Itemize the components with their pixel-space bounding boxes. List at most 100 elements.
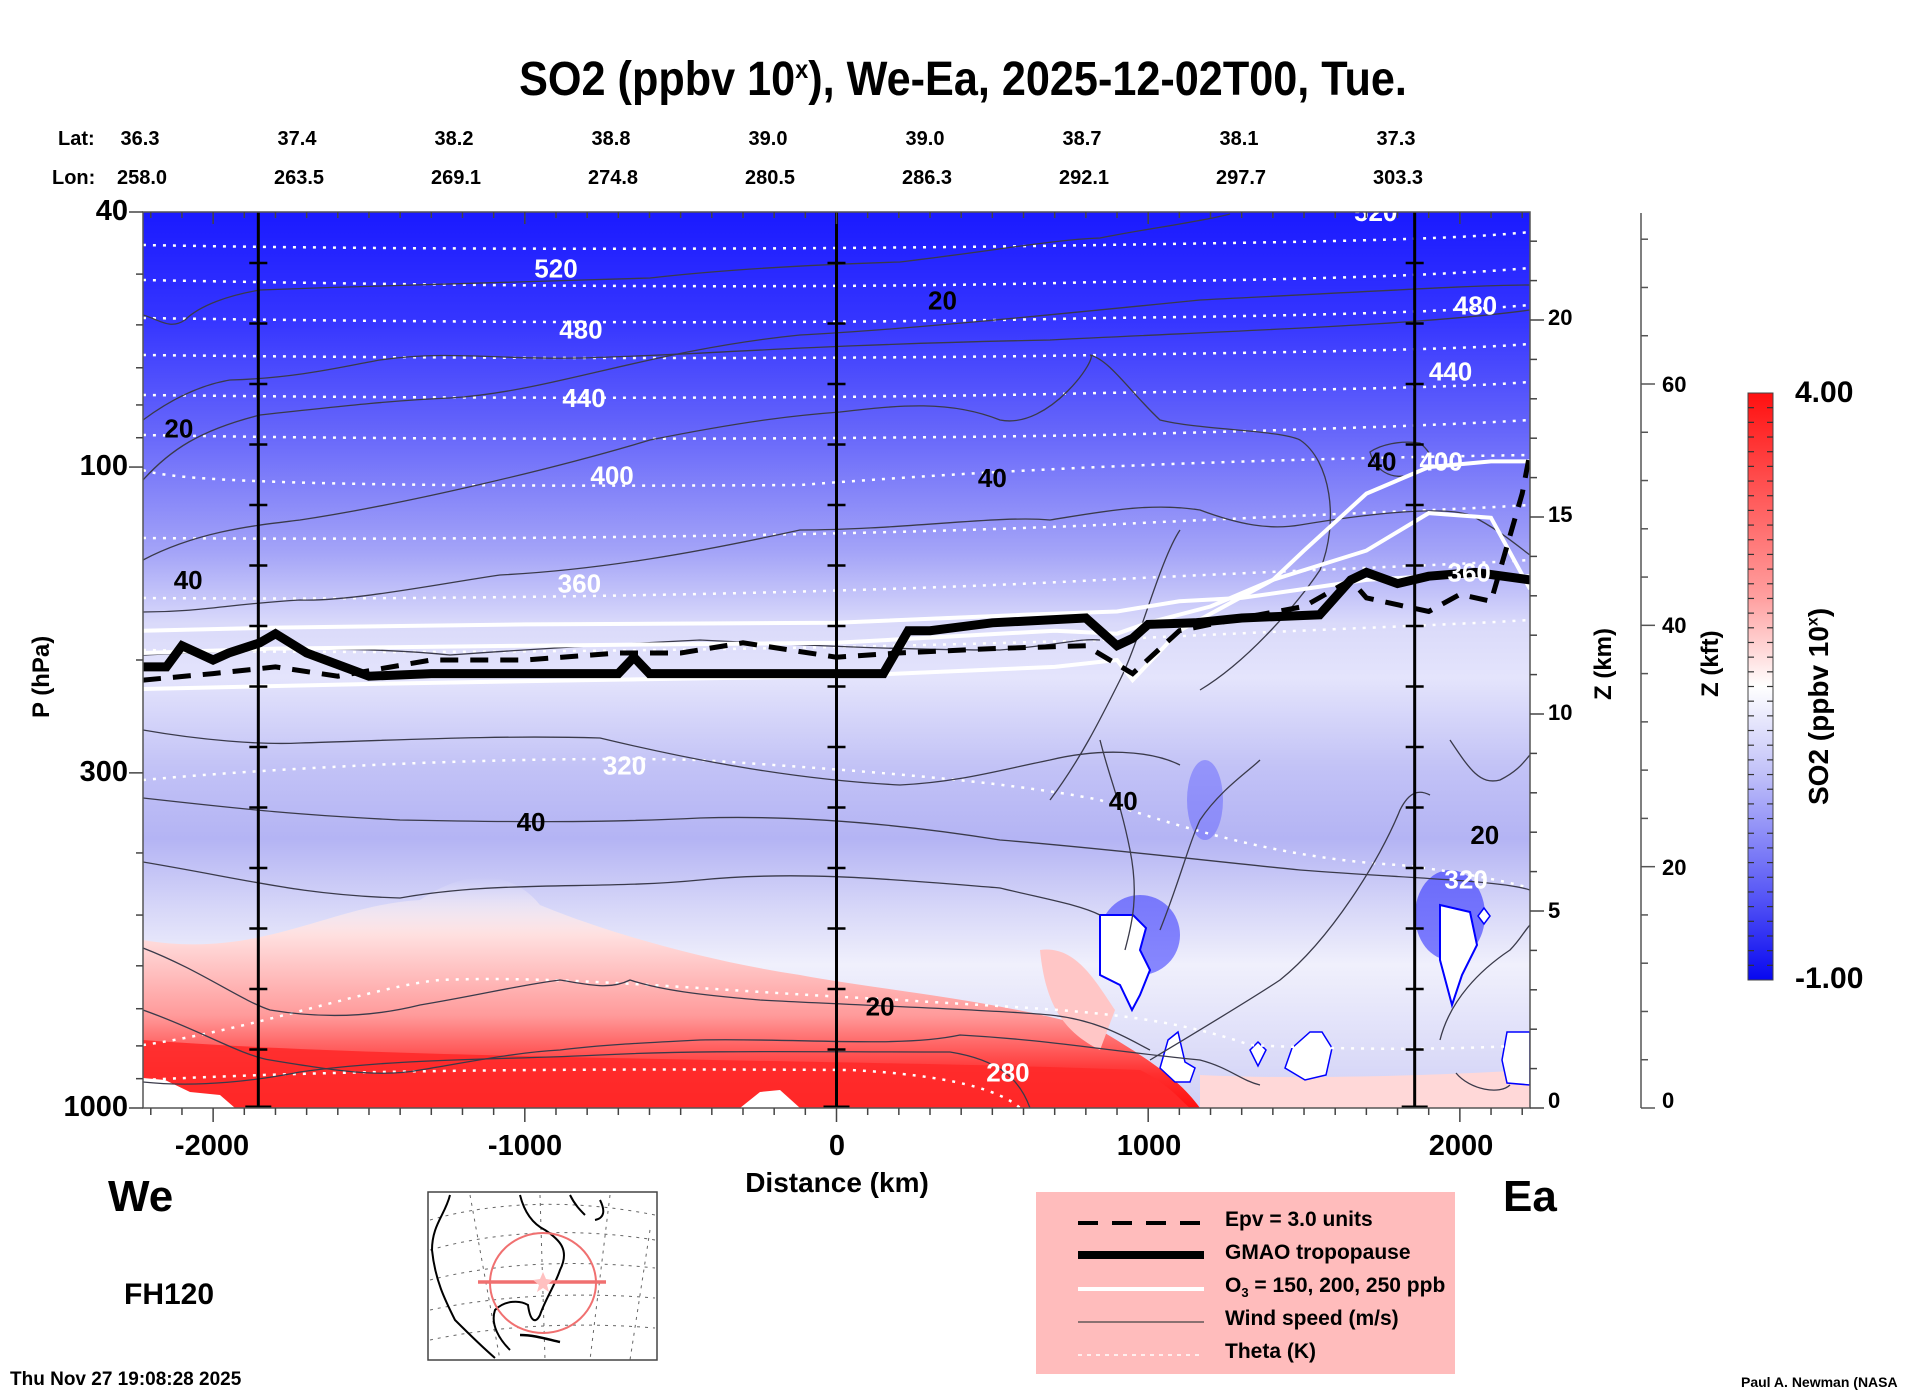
- legend-dotted-line-icon: [1078, 1354, 1204, 1356]
- theta-label: 320: [1444, 864, 1487, 894]
- title-rest: ), We-Ea, 2025-12-02T00, Tue.: [808, 53, 1407, 106]
- colorbar-ticks: [1748, 407, 1773, 966]
- legend-label: Epv = 3.0 units: [1225, 1208, 1373, 1231]
- theta-label: 440: [1429, 357, 1472, 387]
- colorbar-label-end: ): [1803, 607, 1834, 618]
- zkm-tick-label: 20: [1548, 305, 1573, 330]
- forecast-hour: FH120: [124, 1278, 215, 1311]
- so2-min-blob: [1501, 1031, 1530, 1086]
- wind-speed-label: 20: [1470, 820, 1499, 850]
- theta-label: 440: [562, 383, 605, 413]
- theta-label: 520: [1354, 197, 1397, 227]
- y-tick-label: 40: [95, 195, 128, 227]
- legend-label-sub: 3: [1241, 1285, 1249, 1301]
- lat-value: 39.0: [748, 128, 788, 150]
- east-direction-label: Ea: [1503, 1172, 1557, 1221]
- wind-speed-label: 20: [164, 413, 193, 443]
- so2-surface-max: [143, 1040, 1190, 1108]
- wind-speed-label: 20: [928, 286, 957, 316]
- wind-speed-label: 40: [174, 565, 203, 595]
- theta-label: 280: [986, 1057, 1029, 1087]
- zkm-tick-label: 5: [1548, 898, 1561, 923]
- zkft-tick-label: 20: [1662, 855, 1687, 880]
- legend-label: GMAO tropopause: [1225, 1241, 1411, 1264]
- map-center-star: [533, 1272, 553, 1292]
- west-direction-label: We: [108, 1172, 174, 1221]
- legend-dashed-line-icon: [1078, 1221, 1204, 1225]
- theta-label: 360: [558, 569, 601, 599]
- lon-value: 263.5: [273, 167, 325, 189]
- zkft-tick-label: 0: [1662, 1088, 1675, 1113]
- tropopause-line: [143, 567, 1530, 681]
- theta-label: 480: [559, 314, 602, 344]
- legend-item-tropopause: GMAO tropopause: [1036, 1239, 1496, 1269]
- so2-min-blob: [1284, 1031, 1333, 1081]
- so2-min-blob: [1249, 1040, 1267, 1068]
- legend: Epv = 3.0 units GMAO tropopause O3 = 150…: [1036, 1192, 1455, 1374]
- lat-value: 38.1: [1219, 128, 1259, 150]
- theta-label: 360: [1448, 557, 1491, 587]
- legend-label: O3 = 150, 200, 250 ppb: [1225, 1274, 1445, 1300]
- lon-value: 286.3: [901, 167, 953, 189]
- wind-speed-label: 40: [517, 807, 546, 837]
- lat-value: 39.0: [905, 128, 945, 150]
- lon-value: 274.8: [587, 167, 639, 189]
- zkft-tick-label: 40: [1662, 613, 1687, 638]
- legend-item-wind: Wind speed (m/s): [1036, 1305, 1496, 1335]
- x-tick-label: -2000: [174, 1130, 250, 1162]
- colorbar-max-label: 4.00: [1795, 376, 1854, 409]
- colorbar-min-label: -1.00: [1795, 962, 1864, 995]
- so2-min-blob: [1439, 903, 1479, 1009]
- ozone-line: [143, 511, 1530, 691]
- lon-value: 258.0: [116, 167, 168, 189]
- lon-value: 280.5: [744, 167, 796, 189]
- zkft-axis-label: Z (kft): [1697, 630, 1724, 697]
- y-axis-label: P (hPa): [28, 635, 55, 718]
- lat-value: 38.7: [1062, 128, 1102, 150]
- x-tick-label: 0: [828, 1130, 846, 1162]
- lat-value: 38.2: [434, 128, 474, 150]
- legend-thin-line-icon: [1078, 1321, 1204, 1323]
- so2-min-blob: [1477, 906, 1491, 926]
- zkm-axis-label: Z (km): [1590, 628, 1617, 700]
- legend-item-epv: Epv = 3.0 units: [1036, 1206, 1496, 1236]
- map-coastlines: [430, 1194, 605, 1359]
- lat-value: 38.8: [591, 128, 631, 150]
- theta-label: 400: [590, 460, 633, 490]
- y-tick-label: 300: [79, 756, 128, 788]
- legend-white-line-icon: [1078, 1287, 1204, 1291]
- lat-label: Lat:: [58, 128, 95, 150]
- kft-axis-ticks: [1641, 238, 1655, 1109]
- lon-value: 292.1: [1058, 167, 1110, 189]
- theta-label: 520: [534, 253, 577, 283]
- legend-item-ozone: O3 = 150, 200, 250 ppb: [1036, 1272, 1496, 1302]
- theta-label: 480: [1454, 291, 1497, 321]
- legend-label-rest: = 150, 200, 250 ppb: [1248, 1274, 1446, 1297]
- title-main: SO2 (ppbv 10: [519, 53, 796, 106]
- zkft-tick-label: 60: [1662, 372, 1687, 397]
- colorbar-label-sup: x: [1804, 617, 1822, 627]
- so2-surface-east: [1200, 1070, 1530, 1108]
- title-superscript: x: [795, 54, 809, 84]
- chart-title: SO2 (ppbv 10x), We-Ea, 2025-12-02T00, Tu…: [96, 52, 1829, 107]
- lon-label: Lon:: [52, 167, 96, 189]
- lon-value: 297.7: [1215, 167, 1267, 189]
- legend-label: Wind speed (m/s): [1225, 1307, 1399, 1330]
- wind-speed-label: 20: [866, 992, 895, 1022]
- y-tick-label: 1000: [63, 1091, 128, 1123]
- map-caribbean: [519, 1333, 561, 1344]
- reference-lines: [245, 212, 1428, 1109]
- zkm-tick-label: 10: [1548, 700, 1573, 725]
- wind-speed-label: 40: [1367, 446, 1396, 476]
- terrain-gap-west: [143, 1078, 235, 1108]
- colorbar-label-main: SO2 (ppbv 10: [1803, 626, 1834, 805]
- theta-label: 320: [603, 750, 646, 780]
- x-tick-label: 2000: [1428, 1130, 1494, 1162]
- locator-map: [427, 1191, 658, 1361]
- theta-label: 400: [1419, 446, 1462, 476]
- epv-contour: [143, 452, 1530, 683]
- so2-min-blob: [1099, 914, 1152, 1013]
- timestamp: Thu Nov 27 19:08:28 2025: [10, 1369, 242, 1390]
- wind-speed-contours: [143, 213, 1530, 1108]
